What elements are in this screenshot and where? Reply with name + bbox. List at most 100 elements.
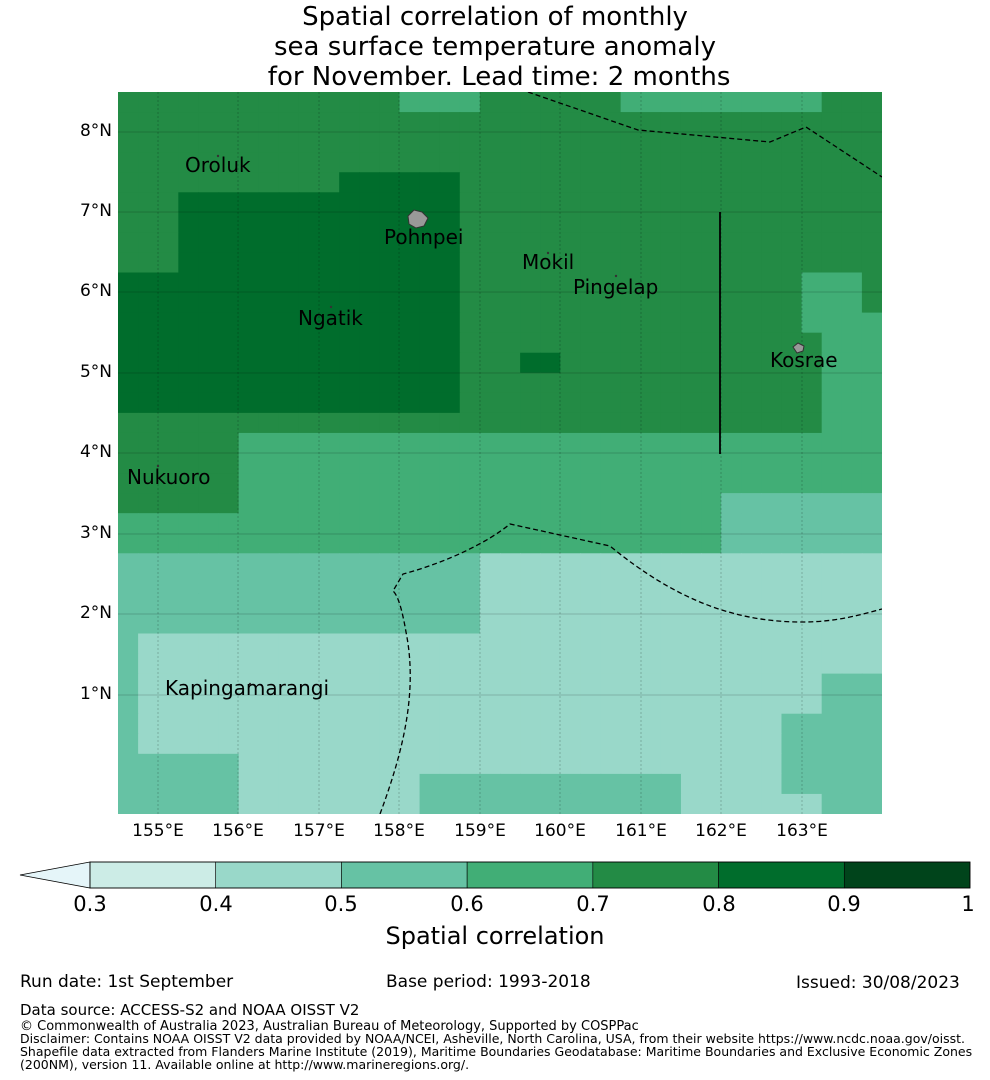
grid-cell (298, 92, 320, 113)
colorbar-label: Spatial correlation (385, 922, 605, 950)
grid-cell (660, 332, 682, 354)
grid-cell (198, 773, 220, 795)
grid-cell (540, 573, 561, 594)
grid-cell (158, 312, 179, 334)
grid-cell (801, 573, 823, 594)
island-label-pingelap: Pingelap (573, 275, 659, 299)
grid-cell (339, 312, 360, 334)
grid-cell (298, 192, 320, 213)
grid-cell (138, 633, 159, 655)
grid-cell (399, 473, 421, 494)
grid-cell (781, 292, 803, 314)
grid-cell (339, 493, 360, 514)
grid-cell (560, 272, 582, 294)
grid-cell (138, 232, 159, 254)
grid-cell (359, 673, 380, 695)
grid-cell (580, 232, 602, 254)
grid-cell (640, 733, 662, 755)
grid-cell (761, 152, 783, 173)
grid-cell (781, 152, 803, 173)
grid-cell (741, 352, 762, 374)
grid-cell (339, 633, 360, 655)
grid-cell (319, 633, 340, 655)
grid-cell (640, 533, 662, 554)
grid-cell (741, 412, 762, 434)
grid-cell (399, 172, 421, 193)
grid-cell (399, 252, 421, 274)
grid-cell (660, 412, 682, 434)
grid-cell (339, 432, 360, 454)
grid-cell (419, 112, 441, 133)
grid-cell (278, 793, 300, 814)
grid-cell (721, 272, 742, 294)
grid-cell (680, 713, 702, 735)
grid-cell (238, 693, 260, 715)
grid-cell (218, 793, 240, 814)
grid-cell (158, 633, 179, 655)
grid-cell (319, 292, 340, 314)
grid-cell (359, 733, 380, 755)
grid-cell (861, 733, 882, 755)
colorbar-segment (466, 861, 594, 889)
grid-cell (701, 493, 722, 514)
grid-cell (198, 132, 220, 153)
lat-tick-6n: 6°N (79, 281, 112, 301)
grid-cell (178, 252, 200, 274)
grid-cell (158, 453, 179, 474)
grid-cell (620, 493, 642, 514)
grid-cell (138, 412, 159, 434)
grid-cell (520, 432, 541, 454)
grid-cell (660, 693, 682, 715)
grid-cell (620, 713, 642, 735)
grid-cell (118, 533, 139, 554)
grid-cell (520, 533, 541, 554)
grid-cell (660, 673, 682, 695)
grid-cell (580, 753, 602, 775)
grid-cell (861, 132, 882, 153)
grid-cell (278, 713, 300, 735)
grid-cell (801, 693, 823, 715)
grid-cell (861, 693, 882, 715)
grid-cell (198, 453, 220, 474)
grid-cell (118, 432, 139, 454)
grid-cell (319, 593, 340, 615)
grid-cell (459, 573, 481, 594)
grid-cell (479, 312, 501, 334)
grid-cell (540, 172, 561, 193)
grid-cell (298, 352, 320, 374)
grid-cell (238, 332, 260, 354)
grid-cell (600, 232, 622, 254)
grid-cell (741, 653, 762, 675)
grid-cell (118, 553, 139, 574)
grid-cell (821, 693, 843, 715)
grid-cell (821, 292, 843, 314)
grid-cell (701, 573, 722, 594)
grid-cell (258, 613, 280, 635)
grid-cell (821, 513, 843, 534)
grid-cell (500, 272, 521, 294)
grid-cell (138, 292, 159, 314)
grid-cell (339, 693, 360, 715)
grid-cell (138, 212, 159, 233)
grid-cell (721, 453, 742, 474)
disclaimer-line-1: Disclaimer: Contains NOAA OISST V2 data … (20, 1031, 965, 1046)
grid-cell (861, 352, 882, 374)
grid-cell (721, 292, 742, 314)
grid-cell (861, 92, 882, 113)
eez-boundary-south-west (379, 523, 882, 814)
grid-cell (781, 412, 803, 434)
grid-cell (379, 372, 401, 394)
grid-cell (520, 272, 541, 294)
grid-cell (600, 513, 622, 534)
grid-cell (640, 553, 662, 574)
grid-cell (479, 332, 501, 354)
grid-cell (520, 453, 541, 474)
grid-cell (841, 432, 863, 454)
grid-cell (319, 573, 340, 594)
grid-cell (580, 713, 602, 735)
grid-cell (319, 312, 340, 334)
island-label-mokil: Mokil (522, 250, 575, 274)
grid-cell (761, 332, 783, 354)
grid-cell (379, 793, 401, 814)
grid-cell (238, 773, 260, 795)
